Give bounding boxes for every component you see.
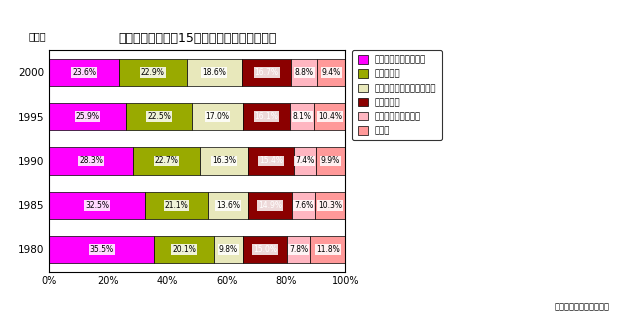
Bar bbox=[119, 59, 187, 86]
Text: 32.5%: 32.5% bbox=[85, 201, 109, 210]
Bar bbox=[294, 147, 316, 175]
Text: 10.4%: 10.4% bbox=[318, 112, 342, 121]
Bar bbox=[126, 103, 192, 130]
Text: 15.0%: 15.0% bbox=[253, 245, 277, 254]
Bar bbox=[133, 147, 200, 175]
Text: 25.9%: 25.9% bbox=[75, 112, 99, 121]
Text: 9.8%: 9.8% bbox=[219, 245, 238, 254]
Bar bbox=[154, 236, 214, 263]
Text: 16.7%: 16.7% bbox=[254, 68, 279, 77]
Text: 9.4%: 9.4% bbox=[322, 68, 341, 77]
Bar bbox=[49, 59, 119, 86]
Bar bbox=[200, 147, 248, 175]
Text: 7.6%: 7.6% bbox=[294, 201, 313, 210]
Text: 10.3%: 10.3% bbox=[318, 201, 342, 210]
Bar bbox=[310, 236, 345, 263]
Text: 18.6%: 18.6% bbox=[202, 68, 226, 77]
Text: 22.9%: 22.9% bbox=[141, 68, 165, 77]
Text: 20.1%: 20.1% bbox=[172, 245, 196, 254]
Bar bbox=[287, 236, 310, 263]
Bar bbox=[248, 147, 294, 175]
Text: 17.0%: 17.0% bbox=[205, 112, 230, 121]
Text: 13.6%: 13.6% bbox=[216, 201, 240, 210]
Bar bbox=[192, 103, 243, 130]
Text: 8.8%: 8.8% bbox=[295, 68, 314, 77]
Text: 28.3%: 28.3% bbox=[79, 156, 103, 165]
Text: 16.3%: 16.3% bbox=[212, 156, 236, 165]
Text: 16.1%: 16.1% bbox=[254, 112, 279, 121]
Bar bbox=[49, 192, 145, 219]
Text: （年）: （年） bbox=[28, 31, 46, 41]
Bar bbox=[316, 147, 345, 175]
Text: 22.7%: 22.7% bbox=[154, 156, 178, 165]
Bar bbox=[315, 103, 345, 130]
Text: 15.4%: 15.4% bbox=[259, 156, 283, 165]
Text: 35.5%: 35.5% bbox=[90, 245, 114, 254]
Title: 職業（大分類）別15歳以上就業者割合の推移: 職業（大分類）別15歳以上就業者割合の推移 bbox=[118, 32, 276, 45]
Text: 23.6%: 23.6% bbox=[72, 68, 96, 77]
Legend: 生産工程・労務作業者, 事務従事者, 専門的・技術的職業従事者, 販売従事者, サービス職業従事者, その他: 生産工程・労務作業者, 事務従事者, 専門的・技術的職業従事者, 販売従事者, … bbox=[352, 50, 441, 140]
Text: 21.1%: 21.1% bbox=[165, 201, 188, 210]
Bar bbox=[242, 59, 291, 86]
Bar bbox=[208, 192, 248, 219]
Text: 9.9%: 9.9% bbox=[321, 156, 340, 165]
Text: 14.9%: 14.9% bbox=[258, 201, 282, 210]
Bar bbox=[49, 103, 126, 130]
Bar bbox=[243, 236, 287, 263]
Text: 22.5%: 22.5% bbox=[147, 112, 171, 121]
Bar bbox=[187, 59, 242, 86]
Bar bbox=[49, 236, 154, 263]
Text: （「国勢調査」総務省）: （「国勢調査」総務省） bbox=[554, 302, 609, 311]
Bar bbox=[248, 192, 292, 219]
Bar bbox=[145, 192, 208, 219]
Bar bbox=[291, 59, 317, 86]
Text: 11.8%: 11.8% bbox=[316, 245, 340, 254]
Bar bbox=[317, 59, 345, 86]
Bar bbox=[49, 147, 133, 175]
Text: 7.4%: 7.4% bbox=[295, 156, 315, 165]
Bar bbox=[243, 103, 290, 130]
Bar bbox=[292, 192, 315, 219]
Bar bbox=[214, 236, 243, 263]
Text: 8.1%: 8.1% bbox=[293, 112, 312, 121]
Text: 7.8%: 7.8% bbox=[289, 245, 308, 254]
Bar bbox=[315, 192, 345, 219]
Bar bbox=[290, 103, 315, 130]
